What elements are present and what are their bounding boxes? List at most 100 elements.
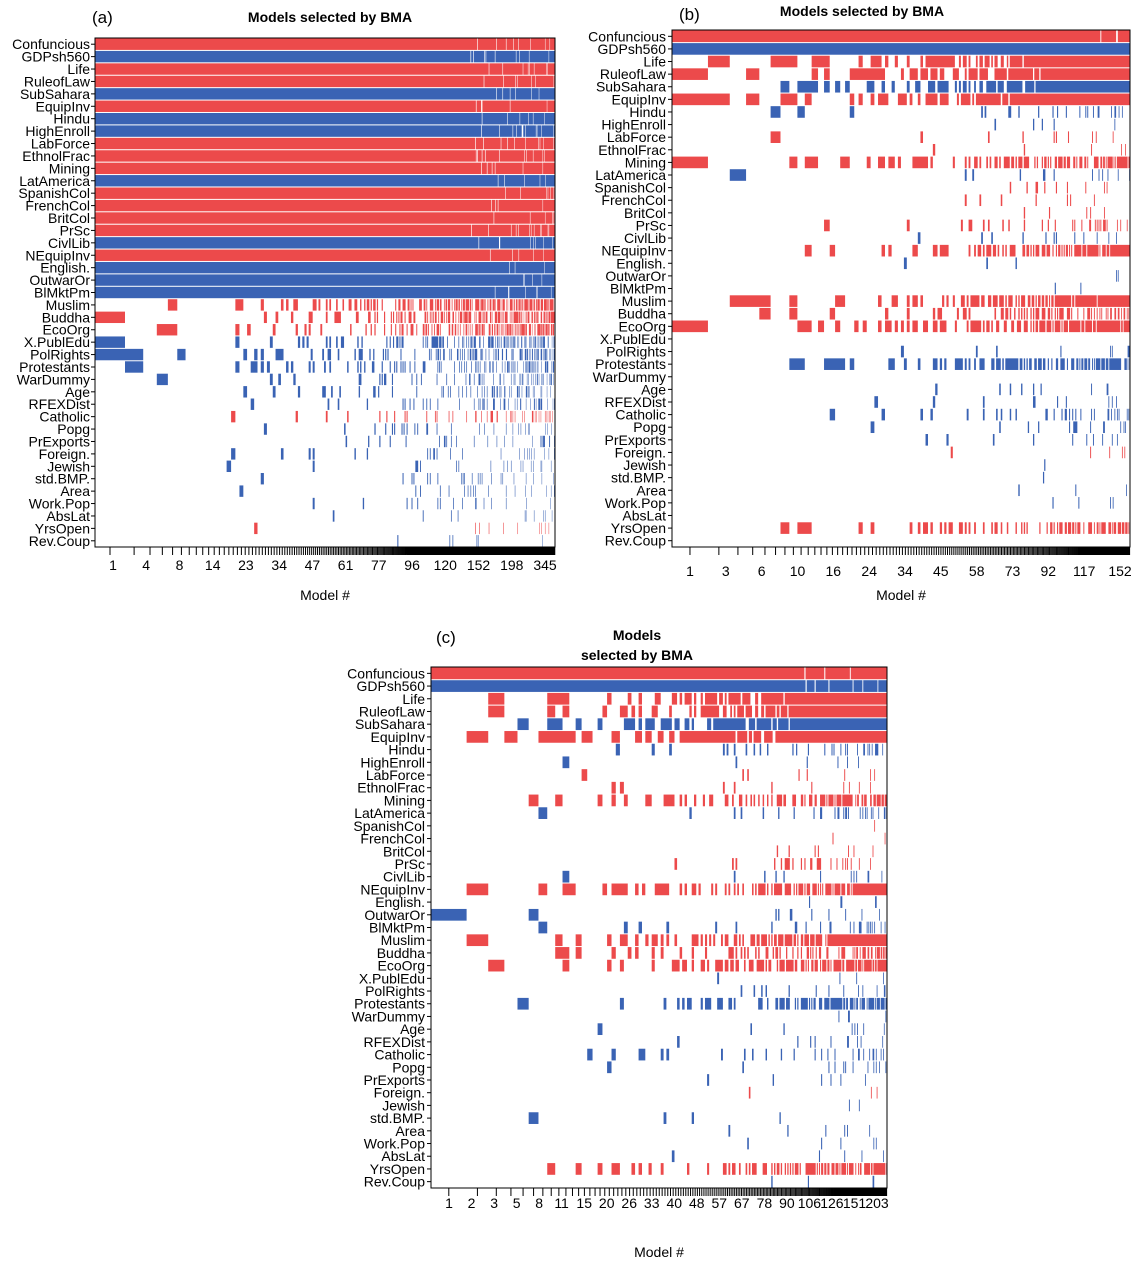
model-cell [518,38,531,50]
model-cell [1087,106,1089,118]
model-cell [687,997,692,1010]
model-cell [844,769,846,781]
model-cell [958,55,961,68]
model-cell [930,68,938,80]
model-cell [857,743,858,756]
model-cell [550,187,554,199]
model-cell [501,361,503,373]
model-cell [250,361,258,373]
model-cell [513,473,515,485]
model-cell [845,908,847,921]
model-cell [452,535,454,547]
model-cell [512,435,514,448]
model-cell [1060,345,1062,358]
model-cell [808,896,811,908]
model-cell [446,435,448,448]
model-cell [873,1061,875,1074]
model-cell [974,522,976,534]
model-cell [870,1163,873,1175]
model-cell [1009,93,1130,106]
model-cell [638,718,642,731]
model-cell [419,299,422,311]
model-cell [547,336,549,348]
model-cell [541,324,543,336]
model-cell [743,947,746,959]
model-cell [466,336,468,348]
model-cell [156,373,168,386]
model-cell [776,959,779,972]
model-cell [458,336,460,348]
model-cell [402,398,404,410]
model-cell [445,299,448,311]
model-cell [553,348,555,361]
model-cell [960,219,963,232]
model-cell [462,311,464,324]
model-cell [789,358,805,370]
model-cell [884,921,886,934]
model-cell [821,1137,823,1150]
model-cell [873,1137,875,1150]
model-cell [968,244,971,257]
model-cell [439,435,440,448]
model-cell [1091,307,1093,320]
model-cell [870,1086,872,1099]
model-cell [830,1036,832,1048]
model-cell [866,921,868,934]
model-cell [793,934,797,947]
model-cell [1018,106,1020,118]
x-tick-label: 14 [205,557,221,573]
model-cell [395,324,397,336]
model-cell [505,410,507,423]
model-cell [872,845,874,858]
model-cell [439,324,441,336]
model-cell [856,947,858,959]
model-cell [894,320,898,333]
variable-label: Muslim [46,297,90,313]
model-cell [1059,522,1063,534]
model-cell [1072,408,1074,421]
model-cell [431,667,805,680]
model-cell [450,510,452,522]
model-cell [939,244,949,257]
model-cell [1072,219,1074,232]
model-cell [522,348,523,361]
model-cell [490,249,513,261]
model-cell [1006,80,1023,93]
model-cell [95,249,490,261]
model-cell [821,1074,823,1086]
model-cell [416,324,418,336]
x-tick-label: 4 [142,557,150,573]
model-cell [651,947,655,959]
model-cell [881,794,884,807]
model-cell [834,1061,836,1074]
model-cell [607,692,612,705]
model-cell [529,63,534,75]
model-cell [443,435,446,448]
model-cell [504,386,506,398]
model-cell [552,361,555,373]
model-cell [1057,307,1059,320]
model-cell [1085,106,1087,118]
model-cell [885,307,889,320]
model-cell [503,63,523,75]
model-cell [1029,358,1032,370]
variable-label: PrExports [29,433,90,449]
model-cell [534,348,536,361]
model-cell [1114,106,1117,118]
model-cell [538,807,548,819]
model-cell [499,336,501,348]
model-cell [792,858,794,870]
model-cell [500,398,501,410]
model-cell [1091,143,1093,156]
model-cell [503,398,506,410]
model-cell [1045,408,1048,421]
model-cell [858,756,859,769]
model-cell [912,244,918,257]
model-cell [847,743,848,756]
model-cell [487,435,489,448]
model-cell [496,88,503,100]
model-cell [531,88,539,100]
model-cell [394,410,396,423]
model-cell [340,336,345,348]
model-cell [724,794,729,807]
